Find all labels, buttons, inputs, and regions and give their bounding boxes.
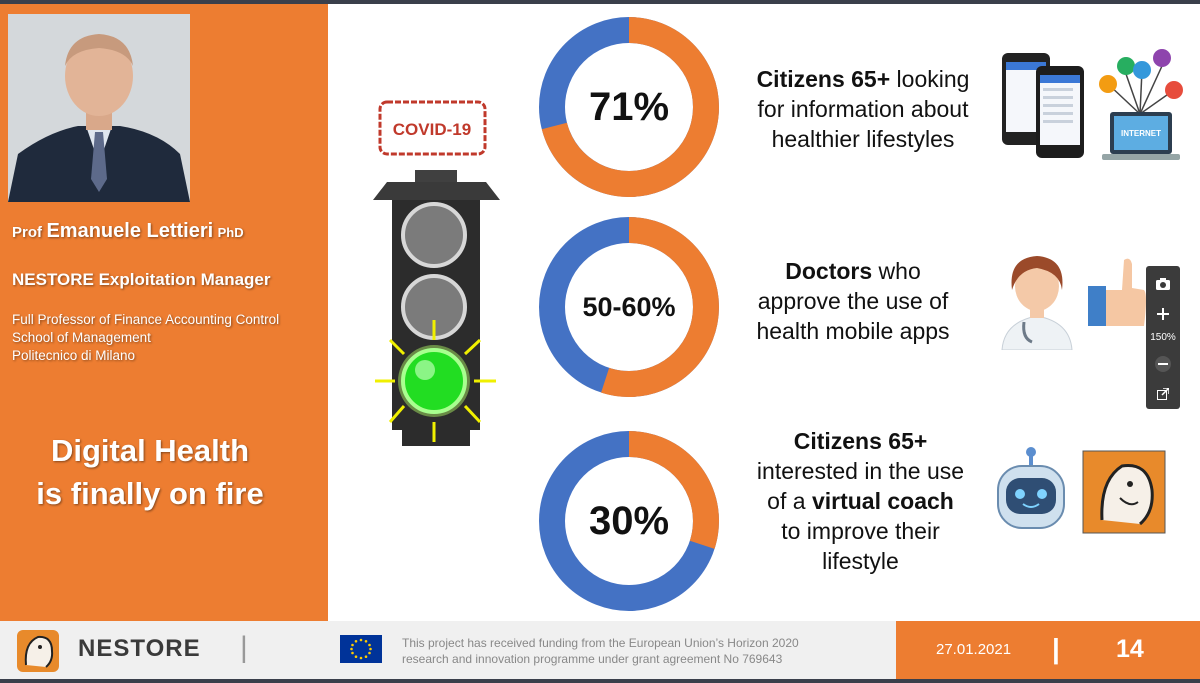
funding-statement: This project has received funding from t… xyxy=(402,635,872,667)
speaker-fullname: Emanuele Lettieri xyxy=(46,220,214,242)
slide-footer: NESTORE | This project has received fund… xyxy=(0,621,1200,683)
speaker-photo xyxy=(8,14,190,202)
thumbs-up-icon xyxy=(1086,254,1148,337)
donut-chart-71: 71% xyxy=(534,12,724,202)
footer-divider: | xyxy=(1052,633,1060,664)
stat-line: interested in the use xyxy=(738,456,983,486)
affiliation-line: Full Professor of Finance Accounting Con… xyxy=(12,312,280,327)
stat-emphasis: Citizens 65+ xyxy=(793,428,928,454)
stat-line: Citizens 65+ xyxy=(738,426,983,456)
donut-value-arc xyxy=(539,17,719,197)
donut-value-arc xyxy=(539,431,719,611)
stat-text-segment: health mobile apps xyxy=(756,318,950,344)
donut-value-arc xyxy=(539,217,719,397)
bottom-bar xyxy=(0,679,1200,683)
stat-text-segment: for information about xyxy=(757,96,969,122)
stat-text-segment: lifestyle xyxy=(822,548,899,574)
stat-emphasis: virtual coach xyxy=(811,488,954,514)
stat-line: Doctors who xyxy=(738,256,968,286)
nestore-logo-icon xyxy=(16,629,60,678)
stat-text-virtual-coach: Citizens 65+ interested in the use of a vi… xyxy=(738,426,983,576)
covid-stamp-label: COVID-19 xyxy=(393,120,471,139)
donut-value-label: 71% xyxy=(588,84,670,129)
speaker-name: Prof Emanuele Lettieri PhD xyxy=(12,220,244,243)
tagline-line: Digital Health xyxy=(50,433,250,468)
stat-line: to improve their xyxy=(738,516,983,546)
footer-divider: | xyxy=(240,631,248,664)
speaker-panel: Prof Emanuele Lettieri PhD NESTORE Explo… xyxy=(0,4,328,621)
brand-name: NESTORE xyxy=(78,635,201,662)
speaker-affiliation: Full Professor of Finance Accounting Con… xyxy=(12,311,279,365)
donut-chart-50-60: 50-60% xyxy=(534,212,724,402)
internet-network-icon: INTERNET xyxy=(1096,44,1184,174)
stat-line: for information about xyxy=(738,94,988,124)
page-number: 14 xyxy=(1116,635,1144,663)
doctor-icon xyxy=(994,250,1080,355)
stat-line: lifestyle xyxy=(738,546,983,576)
stat-text-segment: looking xyxy=(890,66,970,92)
stat-text-citizens-info: Citizens 65+ looking for information abou… xyxy=(738,64,988,154)
top-bar xyxy=(0,0,1200,4)
stat-text-segment: healthier lifestyles xyxy=(771,126,955,152)
eu-flag-icon xyxy=(340,635,382,668)
stat-text-segment: who xyxy=(872,258,921,284)
stat-line: healthier lifestyles xyxy=(738,124,988,154)
speaker-role: NESTORE Exploitation Manager xyxy=(12,270,271,289)
robot-icon xyxy=(992,444,1070,541)
stat-emphasis: Citizens 65+ xyxy=(756,66,891,92)
zoom-control: 150% xyxy=(1146,266,1180,409)
popout-icon[interactable] xyxy=(1146,380,1180,408)
internet-caption: INTERNET xyxy=(1121,129,1161,138)
speaker-suffix: PhD xyxy=(217,225,244,240)
stat-text-segment: approve the use of xyxy=(757,288,949,314)
affiliation-line: Politecnico di Milano xyxy=(12,348,136,363)
stat-line: of a virtual coach xyxy=(738,486,983,516)
zoom-level: 150% xyxy=(1150,332,1176,343)
donut-value-label: 30% xyxy=(588,498,670,543)
stat-text-doctors: Doctors who approve the use of health mobi… xyxy=(738,256,968,346)
stat-line: Citizens 65+ looking xyxy=(738,64,988,94)
footer-date-page: 27.01.2021 | 14 xyxy=(896,621,1200,679)
speaker-prefix: Prof xyxy=(12,224,42,241)
stat-text-segment: to improve their xyxy=(781,518,940,544)
tagline-line: is finally on fire xyxy=(36,476,264,511)
stat-text-segment: of a xyxy=(767,488,812,514)
camera-icon[interactable] xyxy=(1146,270,1180,298)
zoom-in-button[interactable] xyxy=(1146,300,1180,328)
slide-tagline: Digital Health is finally on fire xyxy=(0,429,300,515)
zoom-out-button[interactable] xyxy=(1146,350,1180,378)
stat-line: health mobile apps xyxy=(738,316,968,346)
donut-value-label: 50-60% xyxy=(582,291,676,322)
funding-line: research and innovation programme under … xyxy=(402,652,783,666)
funding-line: This project has received funding from t… xyxy=(402,636,799,650)
stat-line: approve the use of xyxy=(738,286,968,316)
stat-emphasis: Doctors xyxy=(785,258,873,284)
affiliation-line: School of Management xyxy=(12,330,151,345)
donut-chart-30: 30% xyxy=(534,426,724,616)
traffic-light-illustration: COVID-19 xyxy=(370,100,505,460)
smartphone-icon xyxy=(1000,48,1090,168)
nestore-coach-icon xyxy=(1082,450,1166,539)
slide-date: 27.01.2021 xyxy=(936,641,1012,658)
stat-text-segment: interested in the use xyxy=(756,458,965,484)
